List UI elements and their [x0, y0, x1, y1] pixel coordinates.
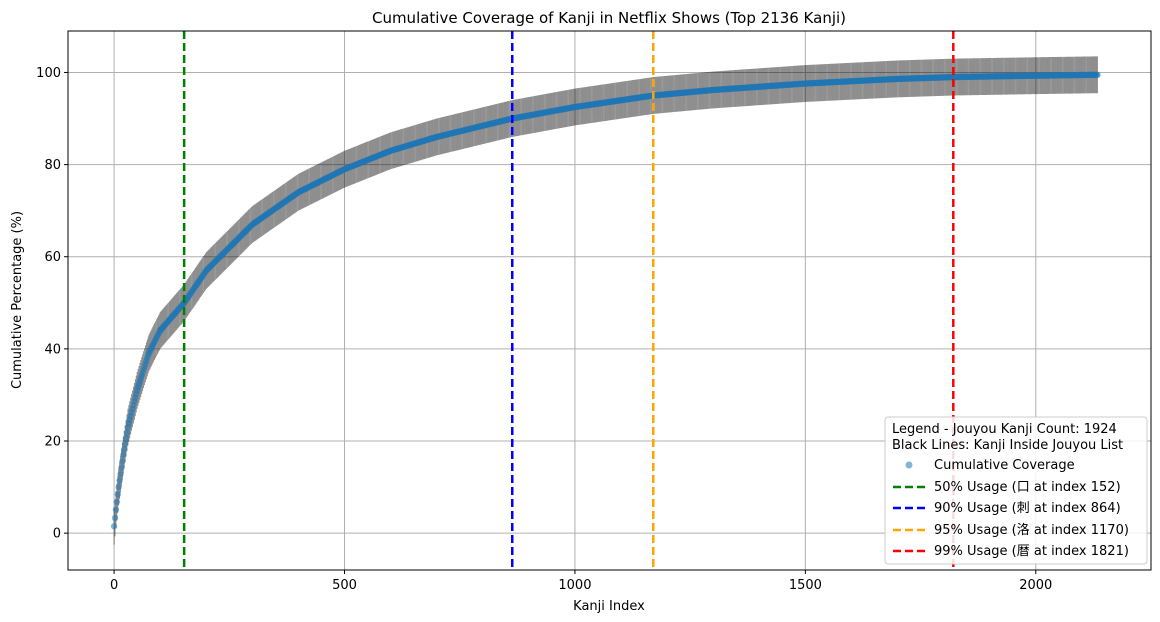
- legend-label-90: 90% Usage (刺 at index 864): [934, 501, 1121, 516]
- coverage-point: [110, 523, 118, 530]
- x-tick-label: 1000: [558, 578, 591, 593]
- x-tick-label: 1500: [789, 578, 822, 593]
- legend-label-99: 99% Usage (暦 at index 1821): [934, 544, 1129, 559]
- legend-label-scatter: Cumulative Coverage: [934, 458, 1075, 473]
- coverage-point: [112, 506, 120, 513]
- y-axis-label: Cumulative Percentage (%): [10, 211, 25, 389]
- coverage-point: [117, 470, 124, 478]
- coverage-point: [116, 477, 123, 484]
- coverage-point: [113, 498, 121, 506]
- legend-label-50: 50% Usage (口 at index 152): [934, 480, 1121, 495]
- y-tick-label: 20: [44, 435, 61, 450]
- x-tick-label: 500: [332, 578, 357, 593]
- coverage-point: [123, 429, 131, 436]
- coverage-point: [115, 483, 122, 491]
- x-tick-label: 2000: [1019, 578, 1052, 593]
- coverage-point: [120, 451, 127, 459]
- coverage-point: [118, 464, 125, 471]
- legend-label-95: 95% Usage (洛 at index 1170): [934, 523, 1129, 538]
- chart-title: Cumulative Coverage of Kanji in Netflix …: [372, 9, 846, 27]
- y-tick-label: 40: [44, 342, 61, 357]
- x-axis-ticks: 0 500 1000 1500 2000: [110, 570, 1052, 593]
- coverage-point: [111, 514, 119, 522]
- x-axis-label: Kanji Index: [573, 599, 645, 614]
- coverage-point: [1094, 71, 1101, 78]
- y-axis-ticks: 0 20 40 60 80 100: [36, 66, 68, 542]
- legend-box: [884, 416, 1148, 565]
- legend: Legend - Jouyou Kanji Count: 1924 Black …: [884, 416, 1148, 565]
- coverage-points: [110, 71, 1101, 530]
- legend-title-line2: Black Lines: Kanji Inside Jouyou List: [892, 438, 1123, 453]
- coverage-point: [122, 435, 130, 442]
- coverage-point: [121, 440, 129, 447]
- x-tick-label: 0: [110, 578, 118, 593]
- y-tick-label: 80: [44, 158, 61, 173]
- y-tick-label: 60: [44, 250, 61, 265]
- legend-marker-scatter: [905, 461, 913, 469]
- legend-title-line1: Legend - Jouyou Kanji Count: 1924: [892, 422, 1117, 437]
- plot-frame: [67, 30, 1152, 571]
- coverage-point: [114, 491, 121, 498]
- coverage-point: [121, 446, 128, 453]
- y-tick-label: 0: [53, 527, 61, 542]
- coverage-point: [119, 458, 126, 465]
- y-tick-label: 100: [36, 66, 61, 81]
